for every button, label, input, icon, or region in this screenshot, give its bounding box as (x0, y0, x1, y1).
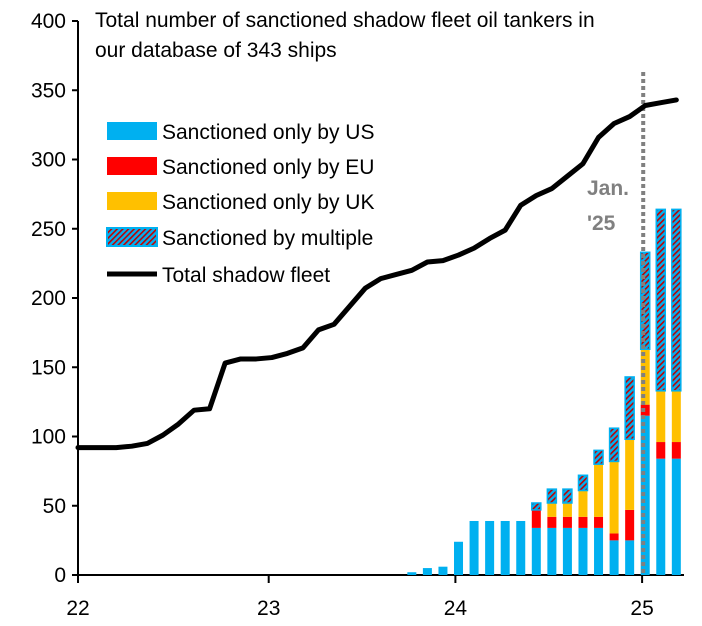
bar-sanctioned-only-by-eu-Jun-24 (531, 509, 541, 528)
bar-sanctioned-only-by-us-Jun-24 (531, 527, 541, 575)
legend-label: Sanctioned only by UK (162, 191, 374, 214)
annotation-line-1: Jan. (587, 177, 629, 200)
bar-sanctioned-only-by-uk-Sep-24 (578, 490, 588, 517)
bar-sanctioned-only-by-uk-Aug-24 (562, 502, 572, 517)
bar-sanctioned-only-by-uk-Mar-25 (671, 390, 681, 443)
y-tick-label: 400 (31, 10, 66, 33)
bar-sanctioned-only-by-uk-Nov-24 (609, 461, 619, 534)
y-tick-label: 300 (31, 149, 66, 172)
bar-sanctioned-only-by-eu-Jul-24 (547, 516, 557, 528)
y-tick-label: 350 (31, 79, 66, 102)
bar-sanctioned-only-by-uk-Dec-24 (625, 439, 635, 510)
legend-swatch-sanctioned-only-by-uk (107, 192, 157, 210)
legend-label: Sanctioned only by US (162, 121, 374, 144)
legend-label: Total shadow fleet (162, 264, 330, 287)
bar-sanctioned-only-by-uk-Feb-25 (656, 390, 666, 443)
bar-sanctioned-only-by-us-Mar-24 (485, 520, 495, 575)
bar-sanctioned-only-by-eu-Sep-24 (578, 516, 588, 528)
bar-sanctioned-by-multiple-Jan-25 (639, 251, 651, 350)
chart-title-line-1: Total number of sanctioned shadow fleet … (95, 9, 595, 32)
legend-swatch-sanctioned-only-by-us (107, 122, 157, 140)
bar-sanctioned-only-by-eu-Aug-24 (562, 516, 572, 528)
bar-sanctioned-only-by-eu-Nov-24 (609, 533, 619, 541)
total-shadow-fleet-line (75, 97, 679, 451)
bars (407, 208, 682, 575)
legend-label: Sanctioned by multiple (162, 227, 373, 250)
y-tick-label: 150 (31, 356, 66, 379)
bar-sanctioned-by-multiple-Jun-24 (531, 502, 542, 511)
legend-swatch-sanctioned-by-multiple (106, 227, 158, 247)
y-tick-label: 50 (43, 495, 66, 518)
bar-sanctioned-only-by-us-Nov-24 (609, 540, 619, 575)
bar-sanctioned-only-by-us-Sep-24 (578, 527, 588, 575)
bar-sanctioned-only-by-us-May-24 (516, 520, 526, 575)
bar-sanctioned-only-by-us-Oct-23 (407, 572, 417, 575)
bar-sanctioned-only-by-eu-Oct-24 (594, 516, 604, 528)
bar-sanctioned-only-by-us-Feb-25 (656, 458, 666, 575)
bar-sanctioned-only-by-us-Aug-24 (562, 527, 572, 575)
bar-sanctioned-by-multiple-Sep-24 (577, 474, 589, 492)
bar-sanctioned-only-by-us-Dec-24 (625, 540, 635, 575)
bar-sanctioned-by-multiple-Dec-24 (624, 376, 635, 441)
x-tick-label: 22 (66, 597, 89, 620)
y-axis: 0 50 100 150 200 250 300 350 400 (31, 10, 79, 587)
bar-sanctioned-only-by-us-Feb-24 (469, 520, 479, 575)
bar-sanctioned-by-multiple-Feb-25 (655, 208, 667, 392)
annotation-line-2: '25 (587, 212, 616, 235)
bar-sanctioned-only-by-eu-Feb-25 (656, 442, 666, 459)
bar-sanctioned-by-multiple-Jul-24 (546, 488, 558, 504)
x-tick-label: 24 (444, 597, 468, 620)
legend-label: Sanctioned only by EU (162, 156, 374, 179)
bar-sanctioned-by-multiple-Oct-24 (593, 449, 604, 465)
y-tick-label: 250 (31, 218, 66, 241)
y-tick-label: 200 (31, 287, 66, 310)
bar-sanctioned-only-by-us-Dec-23 (438, 566, 448, 575)
legend: Sanctioned only by US Sanctioned only by … (106, 121, 374, 287)
bar-sanctioned-by-multiple-Aug-24 (562, 488, 573, 504)
x-tick-label: 25 (630, 597, 653, 620)
bar-sanctioned-by-multiple-Nov-24 (608, 427, 620, 463)
x-tick-label: 23 (257, 597, 280, 620)
y-tick-label: 0 (54, 564, 66, 587)
bar-sanctioned-only-by-eu-Mar-25 (671, 442, 681, 459)
bar-sanctioned-only-by-us-Mar-25 (671, 458, 681, 575)
bar-sanctioned-only-by-uk-Oct-24 (594, 464, 604, 517)
bar-sanctioned-only-by-us-Jul-24 (547, 527, 557, 575)
bar-sanctioned-only-by-eu-Dec-24 (625, 509, 635, 541)
bar-sanctioned-only-by-us-Nov-23 (422, 568, 432, 575)
total-line-group (75, 97, 679, 451)
chart-title-line-2: our database of 343 ships (95, 39, 337, 62)
bar-sanctioned-by-multiple-Mar-25 (671, 208, 682, 392)
bar-sanctioned-only-by-us-Apr-24 (500, 520, 510, 575)
bar-sanctioned-only-by-us-Jan-24 (454, 541, 464, 575)
bar-sanctioned-only-by-us-Oct-24 (594, 527, 604, 575)
x-axis: 22 23 24 25 (66, 574, 684, 620)
y-tick-label: 100 (31, 426, 66, 449)
bar-sanctioned-only-by-uk-Jul-24 (547, 502, 557, 517)
legend-swatch-sanctioned-only-by-eu (107, 157, 157, 175)
